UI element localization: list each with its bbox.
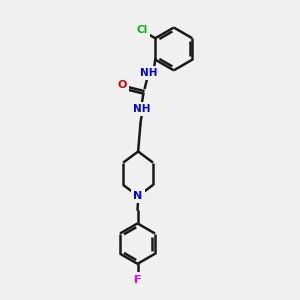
Text: NH: NH <box>140 68 158 78</box>
Text: Cl: Cl <box>137 25 148 35</box>
Text: O: O <box>117 80 127 90</box>
Text: NH: NH <box>133 104 151 114</box>
Text: F: F <box>134 274 141 285</box>
Text: N: N <box>134 191 143 201</box>
